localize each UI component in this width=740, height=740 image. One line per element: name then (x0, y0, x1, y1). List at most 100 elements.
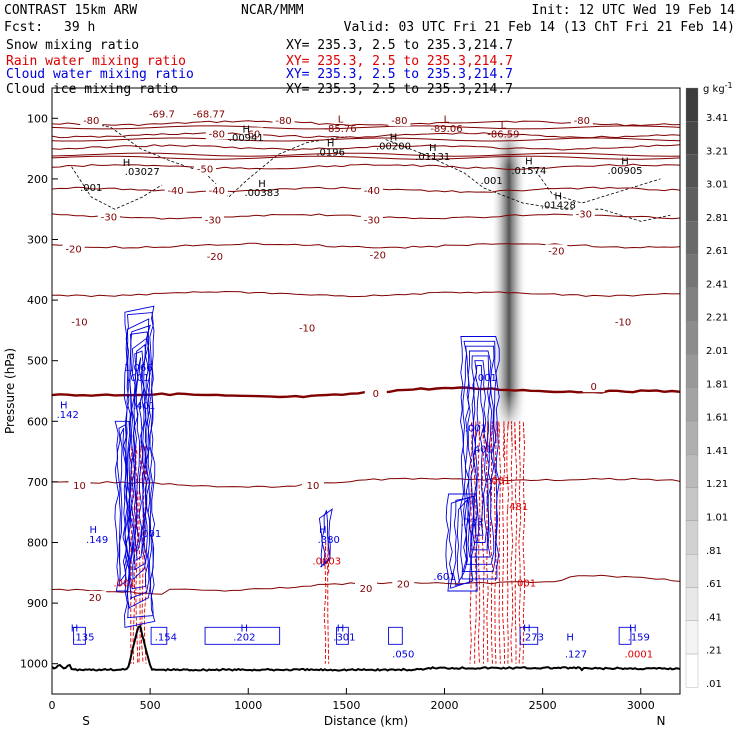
x-axis: 0 500 1000 1500 2000 2500 3000 (49, 688, 655, 712)
xy-snow: XY= 235.3, 2.5 to 235.3,214.7 (286, 38, 513, 53)
rain-contour (489, 421, 493, 664)
y-axis: 100 200 300 400 500 600 700 800 900 1000 (20, 112, 58, 671)
point-label: -68.77 (193, 109, 225, 120)
rain-contour (522, 421, 526, 664)
colorbar-swatch (685, 154, 699, 189)
terrain-line (52, 624, 680, 672)
point-label: .00200 (376, 142, 411, 153)
colorbar-tick-label: .21 (706, 646, 722, 657)
legend-snow: Snow mixing ratio (6, 38, 139, 53)
colorbar-tick-label: 3.21 (706, 146, 728, 157)
point-label: H (327, 139, 335, 150)
isotherm-label-bg (203, 249, 226, 262)
isotherm-label: -20 (65, 245, 81, 256)
colorbar-swatch (685, 320, 699, 355)
colorbar-tick-label: .41 (706, 612, 722, 623)
colorbar-tick-label: 1.61 (706, 413, 728, 424)
colorbar-tick-label: .81 (706, 546, 722, 557)
cloud-water-contour (150, 626, 168, 645)
point-label: .301 (333, 632, 355, 643)
legend-rain: Rain water mixing ratio (6, 54, 186, 69)
y-tick-label: 900 (27, 597, 48, 610)
rain-contour (506, 421, 509, 664)
y-tick-label: 100 (27, 112, 48, 125)
colorbar-swatch (685, 221, 699, 255)
rain-contour (510, 421, 514, 664)
isotherm (52, 132, 680, 139)
point-label: H (337, 623, 345, 634)
isotherm (52, 144, 680, 151)
x-tick-label: 2000 (431, 699, 459, 712)
contour-labels: -80 -80 -80 -80 -80 -60 -50 -40 -40 -40 -30 -30 -30 -… (57, 109, 654, 660)
isotherm-label-bg (388, 114, 411, 127)
point-label: -89.06 (430, 124, 462, 135)
isotherm-label: -20 (207, 252, 223, 263)
isotherm-label: 10 (307, 481, 320, 492)
isotherm-label-bg (582, 380, 605, 393)
colorbar-swatch (685, 487, 699, 522)
cloud-water-contour (318, 508, 333, 568)
point-label: .0196 (316, 148, 345, 159)
colorbar-swatch (685, 254, 699, 288)
isotherm (52, 163, 680, 170)
isotherm-label: -80 (574, 116, 590, 127)
point-label: .601 (433, 572, 455, 583)
point-label: .273 (522, 632, 544, 643)
isotherm-label: -60 (244, 129, 260, 140)
isotherm-label: 0 (373, 389, 379, 400)
south-label: S (82, 714, 90, 728)
isotherm-label-bg (360, 183, 383, 196)
isotherm-label: 20 (397, 580, 410, 591)
point-label: .154 (155, 632, 177, 643)
point-label: .380 (318, 535, 340, 546)
plot-frame (51, 87, 681, 695)
isotherm-label: -40 (209, 186, 225, 197)
isotherm-label-bg (164, 183, 187, 196)
cloud-water-contour (452, 497, 472, 586)
y-axis-label: Pressure (hPa) (3, 348, 17, 434)
colorbar-swatch (685, 187, 699, 222)
point-label: .01574 (511, 166, 546, 177)
isotherm-label: -10 (299, 323, 315, 334)
rain-contour (135, 445, 139, 664)
cloud-water-contour (73, 626, 86, 645)
legend-cloud-water: Cloud water mixing ratio (6, 67, 194, 82)
isotherm (52, 155, 680, 160)
isotherm-label-bg (570, 114, 593, 127)
cloud-water-contour (126, 318, 152, 609)
colorbar-tick-label: 1.41 (706, 446, 728, 457)
xy-cloud-ice: XY= 235.3, 2.5 to 235.3,214.7 (286, 82, 513, 97)
point-label: L (338, 114, 344, 125)
cloud-water-contours (73, 305, 632, 645)
point-label: .001 (113, 578, 135, 589)
north-label: N (657, 714, 666, 728)
colorbar-tick-label: 1.81 (706, 379, 728, 390)
colorbar-tick-label: 2.01 (706, 346, 728, 357)
y-tick-label: 500 (27, 355, 48, 368)
point-label: H (89, 525, 97, 536)
point-label: -69.7 (149, 109, 175, 120)
terrain-line (52, 624, 680, 672)
x-tick-label: 1000 (234, 699, 262, 712)
rain-contour (518, 421, 522, 664)
cloud-water-contour (462, 340, 498, 573)
colorbar-swatch (685, 387, 699, 422)
isotherm (52, 125, 680, 130)
cloud-ice-contour (532, 166, 661, 204)
point-label: .0001 (624, 649, 653, 660)
colorbar: g kg-1 3.41 3.21 3.01 2.81 2.61 2.41 2.21 2.01 1… (685, 81, 733, 690)
x-tick-label: 500 (140, 699, 161, 712)
isotherm-label: -30 (576, 209, 592, 220)
point-label: H (621, 157, 629, 168)
isotherm-label: -80 (275, 116, 291, 127)
rain-contour (494, 421, 497, 664)
rain-contour (138, 445, 141, 664)
isotherm-label-bg (272, 114, 295, 127)
model-title: CONTRAST 15km ARW (4, 3, 137, 18)
legend-cloud-ice: Cloud ice mixing ratio (6, 82, 178, 97)
point-label: .401 (133, 401, 155, 412)
point-label: H (71, 623, 79, 634)
isotherm-label-bg (68, 478, 91, 491)
y-tick-label: 400 (27, 294, 48, 307)
